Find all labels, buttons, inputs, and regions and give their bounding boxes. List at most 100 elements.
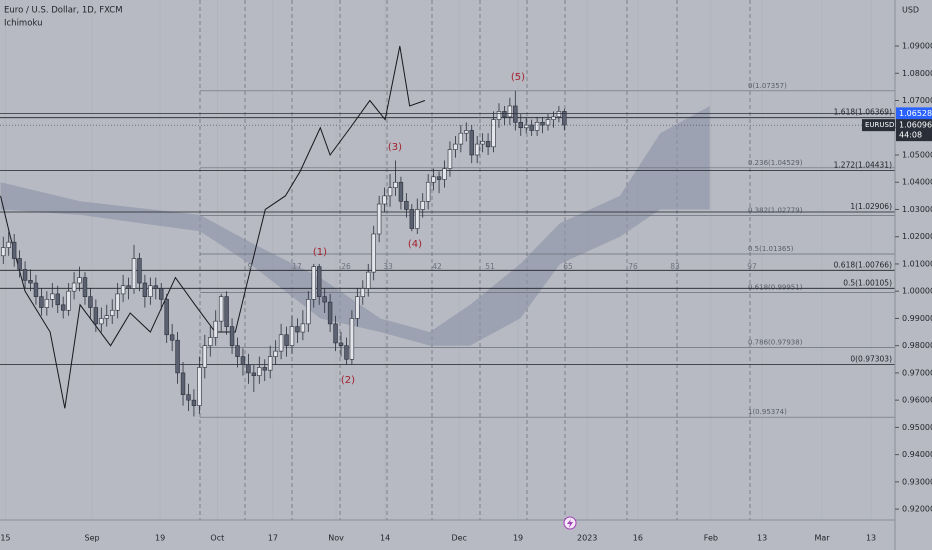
wave-label: (4) [408, 239, 422, 250]
time-tick-label: 13 [757, 534, 767, 543]
candle-body [251, 372, 257, 376]
time-tick-label: 19 [155, 534, 165, 543]
candle-body [77, 277, 82, 284]
price-tick-label: 1.04000 [902, 178, 932, 187]
price-tick-label: 0.98000 [902, 341, 932, 350]
price-tick-label: 1.09000 [902, 42, 932, 51]
candle-body [257, 367, 262, 376]
time-tick-label: 17 [268, 534, 278, 543]
ichimoku-cloud [0, 105, 710, 346]
candle-body [191, 399, 197, 406]
candle-body [469, 130, 474, 156]
wave-label: (5) [511, 72, 525, 83]
candle-body [551, 116, 556, 120]
candle-body [99, 318, 104, 325]
candle-body [447, 149, 453, 169]
price-tick-label: 0.99000 [902, 314, 932, 323]
candle-body [344, 345, 349, 360]
price-tick-label: 1.03000 [902, 205, 932, 214]
bar-count: 76 [628, 262, 638, 271]
price-tick-label: 0.97000 [902, 368, 932, 377]
candle-body [175, 339, 180, 374]
candle-body [120, 285, 126, 295]
candle-body [349, 318, 355, 360]
fib-level-label: 0.236(1.04529) [748, 159, 803, 167]
price-tick-label: 0.95000 [902, 423, 932, 432]
candle-body [44, 299, 50, 308]
candle-body [142, 282, 148, 297]
symbol-tag-box [862, 119, 895, 132]
candle-body [534, 122, 540, 131]
candle-body [398, 181, 404, 202]
candle-body [496, 111, 502, 120]
candle-body [311, 266, 316, 300]
wave-label: (3) [388, 142, 402, 153]
candle-body [218, 296, 224, 322]
candle-body [137, 258, 142, 284]
fib-level-label: 1.618(1.06369) [834, 108, 892, 117]
wave-label: (2) [341, 375, 355, 386]
candle-body [104, 315, 109, 319]
time-tick-label: 15 [0, 534, 10, 543]
candle-body [480, 141, 485, 145]
candle-body [159, 288, 164, 300]
bar-count: 33 [383, 262, 393, 271]
fib-level-label: 0.5(1.00105) [843, 278, 892, 287]
time-tick-label: Mar [814, 534, 830, 543]
candle-body [115, 293, 120, 311]
candle-body [153, 285, 159, 289]
bar-count: 26 [341, 262, 351, 271]
candle-body [180, 372, 186, 395]
bar-count: 83 [670, 262, 680, 271]
candle-body [529, 124, 534, 131]
candle-body [404, 200, 409, 210]
candle-body [93, 307, 99, 325]
lagging-line [0, 45, 426, 409]
candle-body [409, 209, 415, 229]
price-tick-label: 1.01000 [902, 259, 932, 268]
candle-body [131, 258, 137, 289]
countdown: 44:08 [899, 131, 922, 140]
candle-body [22, 269, 28, 281]
fib-level-label: 0.382(1.02779) [748, 206, 803, 214]
candle-body [556, 111, 562, 118]
candle-body [513, 105, 518, 123]
candle-body [262, 367, 267, 371]
time-tick-label: 13 [866, 534, 876, 543]
event-icon-bolt [567, 519, 573, 528]
time-tick-label: Nov [328, 534, 344, 543]
candle-body [50, 293, 55, 300]
candle-body [224, 296, 229, 327]
candle-body [464, 130, 469, 134]
time-tick-label: 16 [633, 534, 643, 543]
candle-body [317, 266, 322, 297]
candle-body [229, 326, 235, 346]
time-tick-label: Dec [451, 534, 466, 543]
candle-body [371, 233, 376, 273]
bar-count: 65 [563, 262, 573, 271]
candle-body [436, 176, 442, 180]
candle-body [164, 299, 169, 336]
candle-body [366, 271, 371, 289]
candle-body [415, 209, 420, 229]
candle-body [278, 334, 284, 352]
plot: 0(1.07357) 0.236(1.04529) 0.382(1.02779) 0.… [0, 45, 895, 418]
candle-body [333, 323, 338, 344]
time-tick-label: 19 [513, 534, 523, 543]
candle-body [267, 356, 273, 371]
candle-body [322, 296, 327, 303]
candle-body [355, 296, 360, 319]
candle-body [431, 176, 436, 183]
price-tag-box [896, 107, 932, 120]
candle-body [300, 323, 306, 333]
fib-level-label: 0.618(1.00766) [834, 260, 892, 269]
candle-body [82, 277, 88, 297]
candle-body [66, 290, 71, 311]
fib-level-label: 1(1.02906) [850, 202, 892, 211]
candle-body [71, 282, 77, 292]
candle-body [295, 326, 300, 333]
price-tag: 1.06528 [899, 109, 932, 118]
candle-body [169, 334, 175, 341]
fib-level-label: 0.786(0.97938) [748, 338, 803, 346]
